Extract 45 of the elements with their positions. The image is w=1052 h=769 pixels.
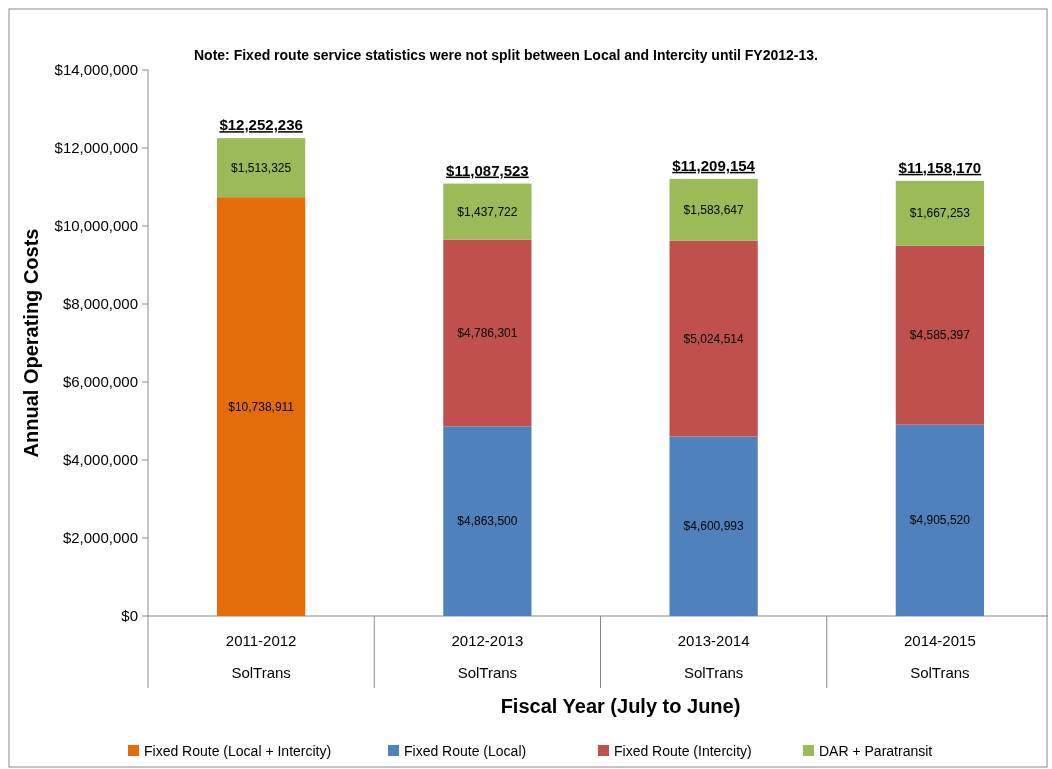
y-tick-label: $12,000,000 bbox=[54, 139, 138, 156]
data-label: $4,863,500 bbox=[457, 514, 518, 529]
bar bbox=[669, 240, 758, 437]
data-label: $4,600,993 bbox=[683, 519, 744, 534]
y-tick-label: $10,000,000 bbox=[54, 217, 138, 234]
legend-label: Fixed Route (Local + Intercity) bbox=[144, 743, 332, 759]
bar bbox=[217, 197, 306, 616]
data-label: $4,786,301 bbox=[457, 325, 518, 340]
x-tick-label: 2014-2015 SolTrans bbox=[904, 632, 976, 681]
bar bbox=[443, 426, 532, 616]
y-tick-label: $2,000,000 bbox=[62, 529, 138, 546]
y-axis-title: Annual Operating Costs bbox=[20, 228, 42, 458]
y-tick-label: $4,000,000 bbox=[62, 451, 138, 468]
data-label: $4,905,520 bbox=[909, 513, 971, 528]
total-label: $11,087,523 bbox=[446, 161, 529, 179]
y-tick-label: $0 bbox=[121, 607, 138, 624]
total-label: $12,252,236 bbox=[219, 116, 303, 134]
bar bbox=[895, 245, 984, 425]
bar bbox=[443, 183, 532, 240]
bar bbox=[895, 180, 984, 246]
bar bbox=[217, 138, 306, 198]
bar bbox=[669, 436, 758, 616]
x-tick-label: 2012-2013 SolTrans bbox=[451, 632, 524, 681]
legend-label: Fixed Route (Local) bbox=[404, 743, 527, 759]
x-tick-label: 2011-2012 SolTrans bbox=[225, 632, 297, 681]
data-label: $1,513,325 bbox=[231, 160, 292, 175]
y-tick-label: $6,000,000 bbox=[62, 373, 138, 390]
legend-label: DAR + Paratransit bbox=[819, 743, 933, 759]
bar bbox=[895, 424, 984, 616]
x-axis-title: Fiscal Year (July to June) bbox=[500, 695, 741, 717]
data-label: $4,585,397 bbox=[909, 328, 971, 343]
x-tick-label: 2013-2014 SolTrans bbox=[677, 632, 750, 681]
data-label: $1,583,647 bbox=[683, 202, 744, 217]
y-tick-label: $8,000,000 bbox=[62, 295, 138, 312]
data-label: $5,024,514 bbox=[683, 331, 744, 346]
total-label: $11,158,170 bbox=[898, 158, 982, 176]
bar bbox=[443, 239, 532, 427]
bar bbox=[669, 178, 758, 241]
data-label: $1,667,253 bbox=[909, 206, 971, 221]
data-label: $10,738,911 bbox=[228, 399, 295, 414]
text: Note: Fixed route service statistics were not split between Local and Intercity until FY2012-13. bbox=[194, 47, 818, 63]
legend-label: Fixed Route (Intercity) bbox=[614, 743, 752, 759]
data-label: $1,437,722 bbox=[457, 204, 518, 219]
total-label: $11,209,154 bbox=[672, 156, 756, 174]
y-tick-label: $14,000,000 bbox=[54, 61, 138, 78]
